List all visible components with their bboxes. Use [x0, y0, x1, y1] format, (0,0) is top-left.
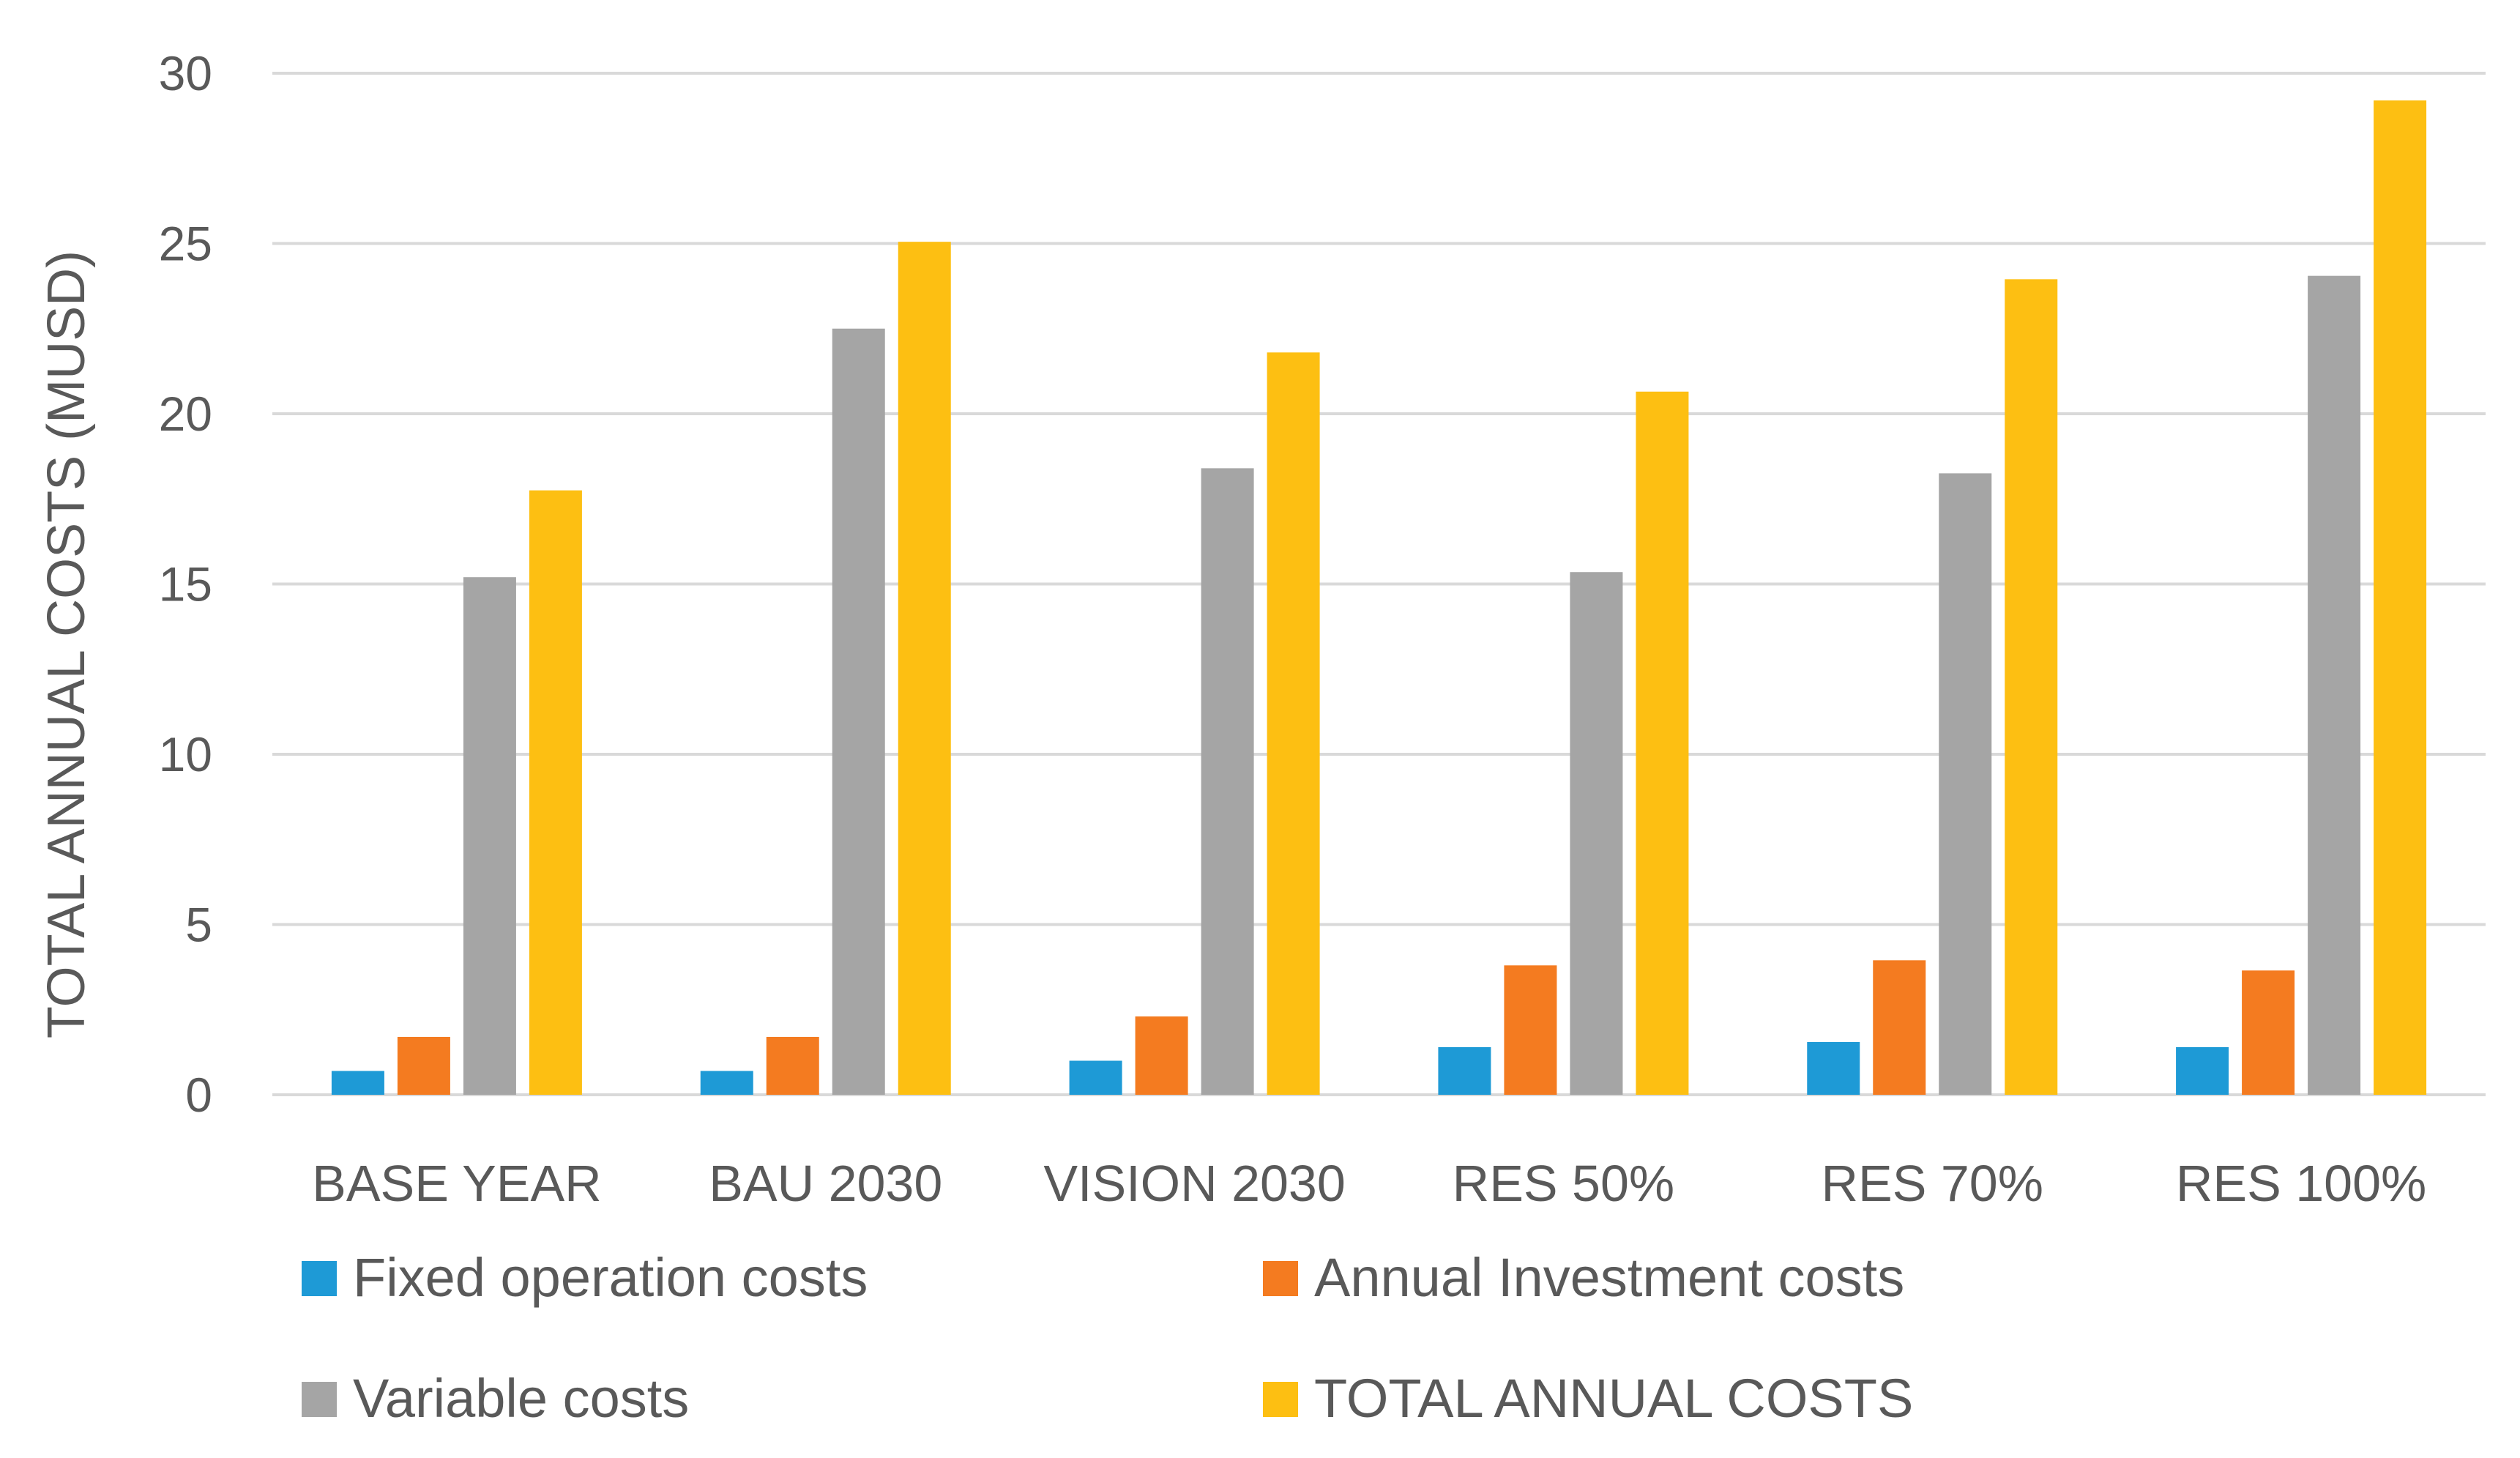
bar-annual-investment-costs-0 — [397, 1036, 450, 1095]
bar-total-annual-costs-5 — [2374, 100, 2427, 1096]
legend: Fixed operation costs Annual Investment c… — [302, 1247, 1913, 1429]
bar-variable-costs-5 — [2308, 275, 2361, 1095]
bar-total-annual-costs-1 — [898, 242, 951, 1095]
x-category-label: RES 50% — [1453, 1155, 1674, 1212]
y-tick-label: 20 — [159, 387, 212, 441]
bar-fixed-operation-costs-2 — [1069, 1060, 1122, 1095]
bar-variable-costs-2 — [1201, 468, 1254, 1095]
bar-fixed-operation-costs-5 — [2176, 1046, 2229, 1095]
y-tick-label: 15 — [159, 557, 212, 611]
bar-total-annual-costs-0 — [529, 490, 582, 1095]
bar-variable-costs-0 — [463, 577, 516, 1095]
bar-total-annual-costs-3 — [1636, 391, 1689, 1095]
bar-annual-investment-costs-4 — [1873, 960, 1926, 1095]
legend-swatch — [302, 1382, 337, 1417]
legend-label: Variable costs — [353, 1368, 689, 1429]
legend-swatch — [1263, 1261, 1298, 1296]
legend-swatch — [302, 1261, 337, 1296]
x-category-label: BAU 2030 — [709, 1155, 942, 1212]
bar-variable-costs-1 — [832, 328, 885, 1095]
y-tick-label: 0 — [185, 1068, 212, 1122]
bar-variable-costs-3 — [1570, 572, 1623, 1095]
legend-label: Annual Investment costs — [1314, 1247, 1904, 1308]
bar-annual-investment-costs-2 — [1135, 1016, 1188, 1095]
legend-label: Fixed operation costs — [353, 1247, 868, 1308]
bar-fixed-operation-costs-4 — [1807, 1041, 1860, 1095]
gridlines — [272, 72, 2486, 1096]
bar-fixed-operation-costs-0 — [331, 1071, 384, 1095]
y-tick-label: 10 — [159, 727, 212, 781]
bar-fixed-operation-costs-3 — [1438, 1046, 1491, 1095]
x-category-label: VISION 2030 — [1043, 1155, 1345, 1212]
x-category-label: RES 100% — [2176, 1155, 2426, 1212]
x-category-label: RES 70% — [1822, 1155, 2043, 1212]
x-axis-categories: BASE YEAR BAU 2030 VISION 2030 RES 50% RES 7… — [312, 1155, 2426, 1212]
y-axis-ticks: 0 5 10 15 20 25 30 — [159, 46, 212, 1122]
bar-annual-investment-costs-5 — [2242, 970, 2295, 1095]
y-tick-label: 25 — [159, 217, 212, 271]
y-tick-label: 30 — [159, 46, 212, 100]
bar-variable-costs-4 — [1939, 473, 1992, 1095]
y-axis-title: TOTAL ANNUAL COSTS (MUSD) — [37, 250, 96, 1038]
legend-swatch — [1263, 1382, 1298, 1417]
bar-fixed-operation-costs-1 — [700, 1071, 753, 1095]
bar-total-annual-costs-2 — [1267, 352, 1320, 1095]
y-tick-label: 5 — [185, 898, 212, 952]
bar-annual-investment-costs-3 — [1504, 965, 1557, 1095]
bar-total-annual-costs-4 — [2005, 279, 2058, 1096]
bar-annual-investment-costs-1 — [766, 1036, 819, 1095]
legend-label: TOTAL ANNUAL COSTS — [1314, 1368, 1913, 1429]
x-category-label: BASE YEAR — [312, 1155, 602, 1212]
bars — [331, 100, 2427, 1096]
